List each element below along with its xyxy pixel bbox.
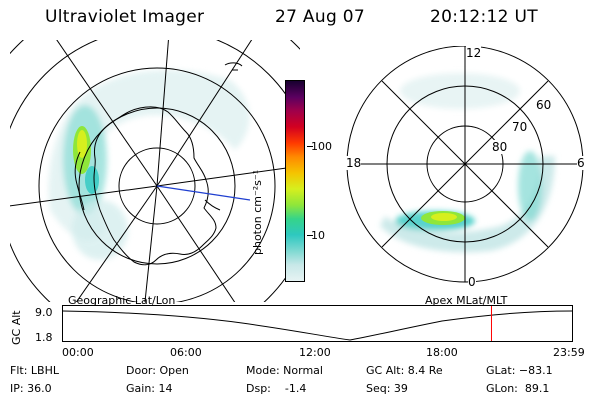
mlt-label-6: 6 bbox=[577, 156, 585, 170]
info-gain: Gain: 14 bbox=[126, 382, 173, 395]
time-tick-0600: 06:00 bbox=[170, 346, 202, 359]
altitude-plot-frame bbox=[62, 305, 573, 342]
time-tick-2359: 23:59 bbox=[553, 346, 585, 359]
right-map-caption: Apex MLat/MLT bbox=[425, 294, 508, 307]
altitude-ymax: 9.0 bbox=[35, 306, 53, 319]
info-mode: Mode: Normal bbox=[246, 364, 323, 377]
app-title: Ultraviolet Imager bbox=[45, 7, 205, 27]
mlat-label-60: 60 bbox=[536, 98, 552, 112]
time-tick-1200: 12:00 bbox=[299, 346, 331, 359]
date-label: 27 Aug 07 bbox=[275, 7, 365, 27]
antarctica-coastline bbox=[93, 106, 217, 266]
mlt-label-12: 12 bbox=[466, 46, 482, 60]
time-tick-0000: 00:00 bbox=[62, 346, 94, 359]
info-glon: GLon: 89.1 bbox=[486, 382, 550, 395]
mlat-label-70: 70 bbox=[512, 120, 528, 134]
time-label: 20:12:12 UT bbox=[430, 7, 538, 27]
mlat-label-80: 80 bbox=[492, 140, 508, 154]
colorbar-tick-10: 10 bbox=[311, 229, 325, 242]
magnetic-map bbox=[346, 46, 584, 283]
altitude-plot bbox=[62, 305, 573, 342]
info-glat: GLat: −83.1 bbox=[486, 364, 553, 377]
noon-meridian-line bbox=[156, 185, 251, 201]
mlt-lines bbox=[347, 46, 583, 282]
mlt-label-18: 18 bbox=[346, 156, 362, 170]
info-flt: Flt: LBHL bbox=[10, 364, 59, 377]
geographic-map bbox=[10, 40, 300, 302]
info-seq: Seq: 39 bbox=[366, 382, 408, 395]
colorbar bbox=[285, 80, 305, 282]
info-ip: IP: 36.0 bbox=[10, 382, 52, 395]
left-map-caption: Geographic Lat/Lon bbox=[68, 294, 176, 307]
info-door: Door: Open bbox=[126, 364, 189, 377]
colorbar-tick-100: 100 bbox=[311, 140, 332, 153]
info-dsp: Dsp: -1.4 bbox=[246, 382, 307, 395]
time-tick-1800: 18:00 bbox=[426, 346, 458, 359]
colorbar-unit-label: photon cm⁻²s⁻¹ bbox=[251, 169, 264, 255]
altitude-curve bbox=[62, 310, 573, 341]
latitude-circles-left bbox=[10, 40, 300, 302]
colorbar-ticks bbox=[307, 80, 313, 280]
altitude-ymin: 1.8 bbox=[35, 331, 53, 344]
mlt-label-0: 0 bbox=[468, 275, 476, 289]
longitude-lines-left bbox=[10, 40, 300, 302]
info-gc-alt: GC Alt: 8.4 Re bbox=[366, 364, 443, 377]
altitude-ylabel: GC Alt bbox=[10, 310, 23, 345]
